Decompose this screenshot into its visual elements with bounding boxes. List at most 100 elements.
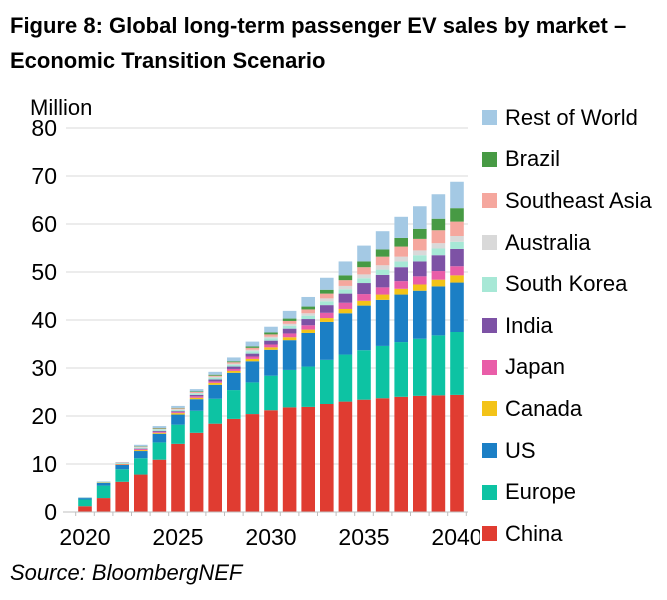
bar-segment-us-2038 [413, 290, 427, 339]
bar-segment-china-2020 [78, 506, 92, 512]
bar-segment-china-2027 [208, 423, 222, 512]
bar-segment-canada-2033 [320, 318, 334, 322]
bar-segment-australia-2038 [413, 250, 427, 256]
bar-segment-brazil-2027 [208, 374, 222, 376]
bar-segment-southeast-asia-2034 [338, 280, 353, 286]
bar-segment-rest-of-world-2034 [338, 261, 353, 276]
legend-item-japan: Japan [482, 347, 667, 389]
bar-segment-europe-2036 [375, 345, 390, 399]
bar-segment-japan-2040 [450, 266, 464, 276]
legend-swatch-india [482, 318, 497, 334]
bar-segment-brazil-2029 [245, 346, 260, 348]
bar-segment-us-2025 [171, 414, 185, 425]
bar-segment-rest-of-world-2039 [431, 194, 446, 219]
bar-segment-us-2027 [208, 384, 222, 399]
bar-segment-us-2029 [245, 361, 260, 383]
bar-segment-canada-2032 [301, 329, 315, 333]
bar-segment-us-2023 [134, 451, 148, 459]
bar-segment-us-2036 [375, 299, 390, 346]
bar-segment-india-2035 [357, 283, 371, 295]
bar-segment-canada-2031 [282, 337, 297, 341]
bar-segment-japan-2035 [357, 294, 371, 301]
legend-item-rest-of-world: Rest of World [482, 97, 667, 139]
y-tick-label: 30 [31, 355, 57, 381]
bar-segment-australia-2030 [264, 336, 278, 339]
bar-segment-canada-2038 [413, 284, 427, 291]
bar-segment-brazil-2036 [375, 249, 390, 257]
bar-segment-canada-2023 [134, 450, 148, 452]
legend: Rest of World Brazil Southeast Asia Austral… [482, 97, 667, 555]
y-tick-label: 60 [31, 211, 57, 237]
bar-segment-south-korea-2027 [208, 377, 222, 380]
bar-segment-southeast-asia-2025 [171, 408, 185, 410]
y-tick-label: 10 [31, 451, 57, 477]
bar-segment-rest-of-world-2026 [189, 389, 204, 392]
bar-segment-china-2021 [96, 498, 111, 512]
bar-segment-rest-of-world-2029 [245, 341, 260, 347]
bar-segment-canada-2035 [357, 300, 371, 306]
bar-segment-australia-2033 [320, 298, 334, 302]
bar-segment-south-korea-2033 [320, 301, 334, 306]
bar-segment-china-2023 [134, 474, 148, 512]
bar-segment-india-2024 [152, 430, 167, 432]
bar-segment-japan-2024 [152, 431, 167, 433]
bar-segment-us-2039 [431, 286, 446, 336]
bar-segment-india-2028 [227, 366, 241, 369]
bar-segment-us-2037 [394, 294, 408, 343]
bar-segment-rest-of-world-2037 [394, 216, 408, 238]
legend-swatch-us [482, 443, 497, 459]
bar-segment-brazil-2037 [394, 237, 408, 247]
bar-segment-europe-2024 [152, 442, 167, 460]
bar-segment-south-korea-2028 [227, 364, 241, 367]
bar-segment-japan-2029 [245, 356, 260, 359]
bar-segment-india-2037 [394, 267, 408, 282]
legend-swatch-japan [482, 359, 497, 375]
legend-swatch-rest-of-world [482, 110, 497, 126]
bar-segment-south-korea-2029 [245, 351, 260, 354]
bar-segment-canada-2024 [152, 432, 167, 434]
bar-segment-south-korea-2036 [375, 269, 390, 275]
source-note: Source: BloombergNEF [10, 560, 243, 585]
bar-segment-us-2035 [357, 305, 371, 351]
bar-segment-brazil-2039 [431, 218, 446, 231]
bar-segment-europe-2027 [208, 398, 222, 424]
bar-segment-japan-2032 [301, 325, 315, 330]
bar-segment-rest-of-world-2025 [171, 405, 185, 408]
bar-segment-brazil-2033 [320, 289, 334, 294]
bar-segment-europe-2030 [264, 375, 278, 411]
bar-segment-europe-2035 [357, 350, 371, 400]
bar-segment-europe-2037 [394, 342, 408, 397]
bar-segment-canada-2030 [264, 347, 278, 350]
bar-segment-brazil-2028 [227, 361, 241, 363]
bar-segment-europe-2025 [171, 424, 185, 444]
bar-segment-australia-2032 [301, 313, 315, 316]
bar-segment-europe-2028 [227, 390, 241, 419]
bar-segment-brazil-2035 [357, 261, 371, 268]
bar-segment-europe-2020 [78, 499, 92, 507]
bar-segment-southeast-asia-2040 [450, 221, 464, 236]
bar-segment-southeast-asia-2030 [264, 334, 278, 337]
bar-segment-europe-2038 [413, 338, 427, 396]
legend-item-australia: Australia [482, 222, 667, 264]
bar-segment-rest-of-world-2036 [375, 231, 390, 250]
bar-segment-south-korea-2024 [152, 429, 167, 431]
bar-segment-india-2030 [264, 340, 278, 345]
bar-segment-china-2040 [450, 394, 464, 512]
bar-segment-europe-2039 [431, 335, 446, 396]
bar-segment-south-korea-2038 [413, 255, 427, 262]
bar-segment-japan-2026 [189, 396, 204, 398]
bar-segment-south-korea-2031 [282, 325, 297, 329]
bar-segment-canada-2037 [394, 288, 408, 295]
legend-label-us: US [505, 437, 536, 463]
bar-segment-us-2022 [115, 464, 129, 470]
bar-segment-europe-2026 [189, 410, 204, 433]
bar-segment-india-2040 [450, 248, 464, 267]
legend-label-south-korea: South Korea [505, 271, 628, 297]
bar-segment-southeast-asia-2032 [301, 309, 315, 314]
bar-segment-southeast-asia-2033 [320, 293, 334, 299]
bar-segment-us-2026 [189, 399, 204, 411]
figure-title: Figure 8: Global long-term passenger EV … [10, 8, 660, 78]
legend-label-japan: Japan [505, 354, 565, 380]
